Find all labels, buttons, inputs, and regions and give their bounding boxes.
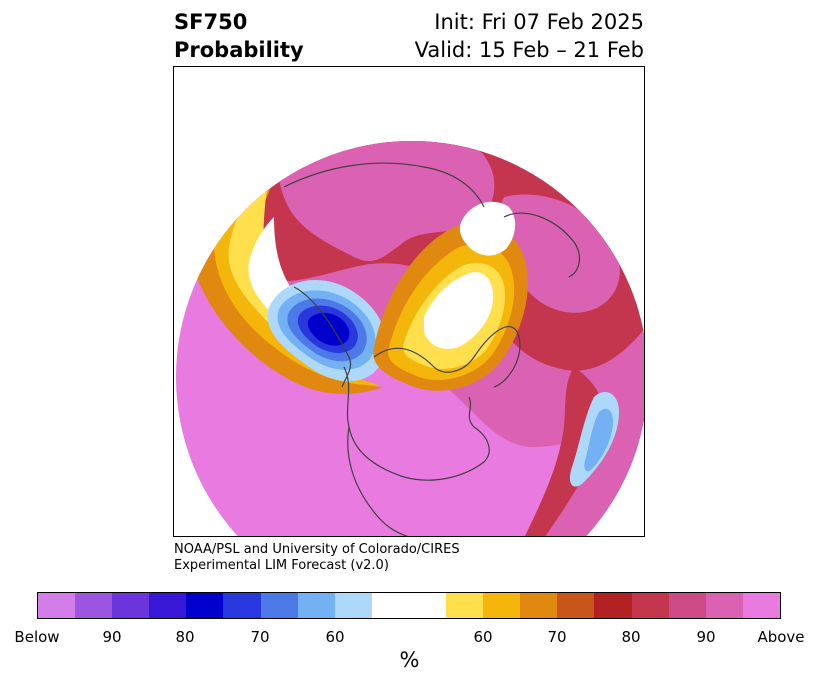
colorbar-tick-label: 80 [175, 628, 195, 646]
colorbar-tick-label: 60 [325, 628, 345, 646]
map-title: SF750 Probability [174, 8, 304, 64]
colorbar-segment [557, 593, 595, 618]
colorbar-tick-label: Above [757, 628, 805, 646]
coast-alaska [293, 286, 352, 388]
colorbar-segment [260, 593, 298, 618]
colorbar-tick-label: Below [14, 628, 60, 646]
colorbar-segment [297, 593, 335, 618]
colorbar-tick-label: 90 [102, 628, 122, 646]
colorbar [37, 592, 781, 619]
field-normal-barents [459, 201, 516, 256]
colorbar-segment [371, 593, 409, 618]
colorbar-segment [742, 593, 780, 618]
title-variable: SF750 [174, 10, 248, 34]
field-p90-europe [499, 194, 620, 313]
probability-field [176, 141, 644, 536]
colorbar-segment [631, 593, 669, 618]
coast-siberia [283, 162, 485, 208]
colorbar-tick-label: 60 [473, 628, 493, 646]
colorbar-segment [668, 593, 706, 618]
credit-line1: NOAA/PSL and University of Colorado/CIRE… [174, 542, 460, 557]
colorbar-segment [149, 593, 187, 618]
colorbar-tick-label: 90 [696, 628, 716, 646]
field-normal-arctic [424, 272, 494, 349]
colorbar-segment [75, 593, 113, 618]
colorbar-segment [334, 593, 372, 618]
colorbar-segment [594, 593, 632, 618]
forecast-dates: Init: Fri 07 Feb 2025 Valid: 15 Feb – 21… [415, 8, 644, 64]
colorbar-segment [186, 593, 224, 618]
field-b65-atlantic [584, 408, 614, 472]
colorbar-unit: % [399, 648, 420, 672]
coast-canada-arctic [373, 347, 475, 373]
colorbar-segment [408, 593, 447, 618]
colorbar-segment [705, 593, 743, 618]
field-p80-streak [524, 367, 605, 536]
colorbar-tick-label: 80 [621, 628, 641, 646]
colorbar-segment [223, 593, 261, 618]
title-quantity: Probability [174, 38, 304, 62]
field-p60-west [228, 172, 334, 357]
init-date: Init: Fri 07 Feb 2025 [434, 10, 644, 34]
colorbar-segment [483, 593, 521, 618]
valid-range: Valid: 15 Feb – 21 Feb [414, 38, 644, 62]
coast-central-america [347, 426, 410, 536]
credit-text: NOAA/PSL and University of Colorado/CIRE… [174, 542, 460, 574]
colorbar-tick-label: 70 [547, 628, 567, 646]
colorbar-segment [520, 593, 558, 618]
coast-greenland [473, 326, 521, 388]
polar-map [173, 66, 645, 537]
credit-line2: Experimental LIM Forecast (v2.0) [174, 558, 389, 573]
colorbar-segment [38, 593, 76, 618]
colorbar-tick-label: 70 [250, 628, 270, 646]
coast-europe [503, 212, 581, 278]
colorbar-ticks: Below 90 80 70 60 60 70 80 90 Above [0, 628, 819, 648]
coast-north-america [343, 366, 490, 481]
colorbar-segment [446, 593, 484, 618]
colorbar-segment [112, 593, 150, 618]
